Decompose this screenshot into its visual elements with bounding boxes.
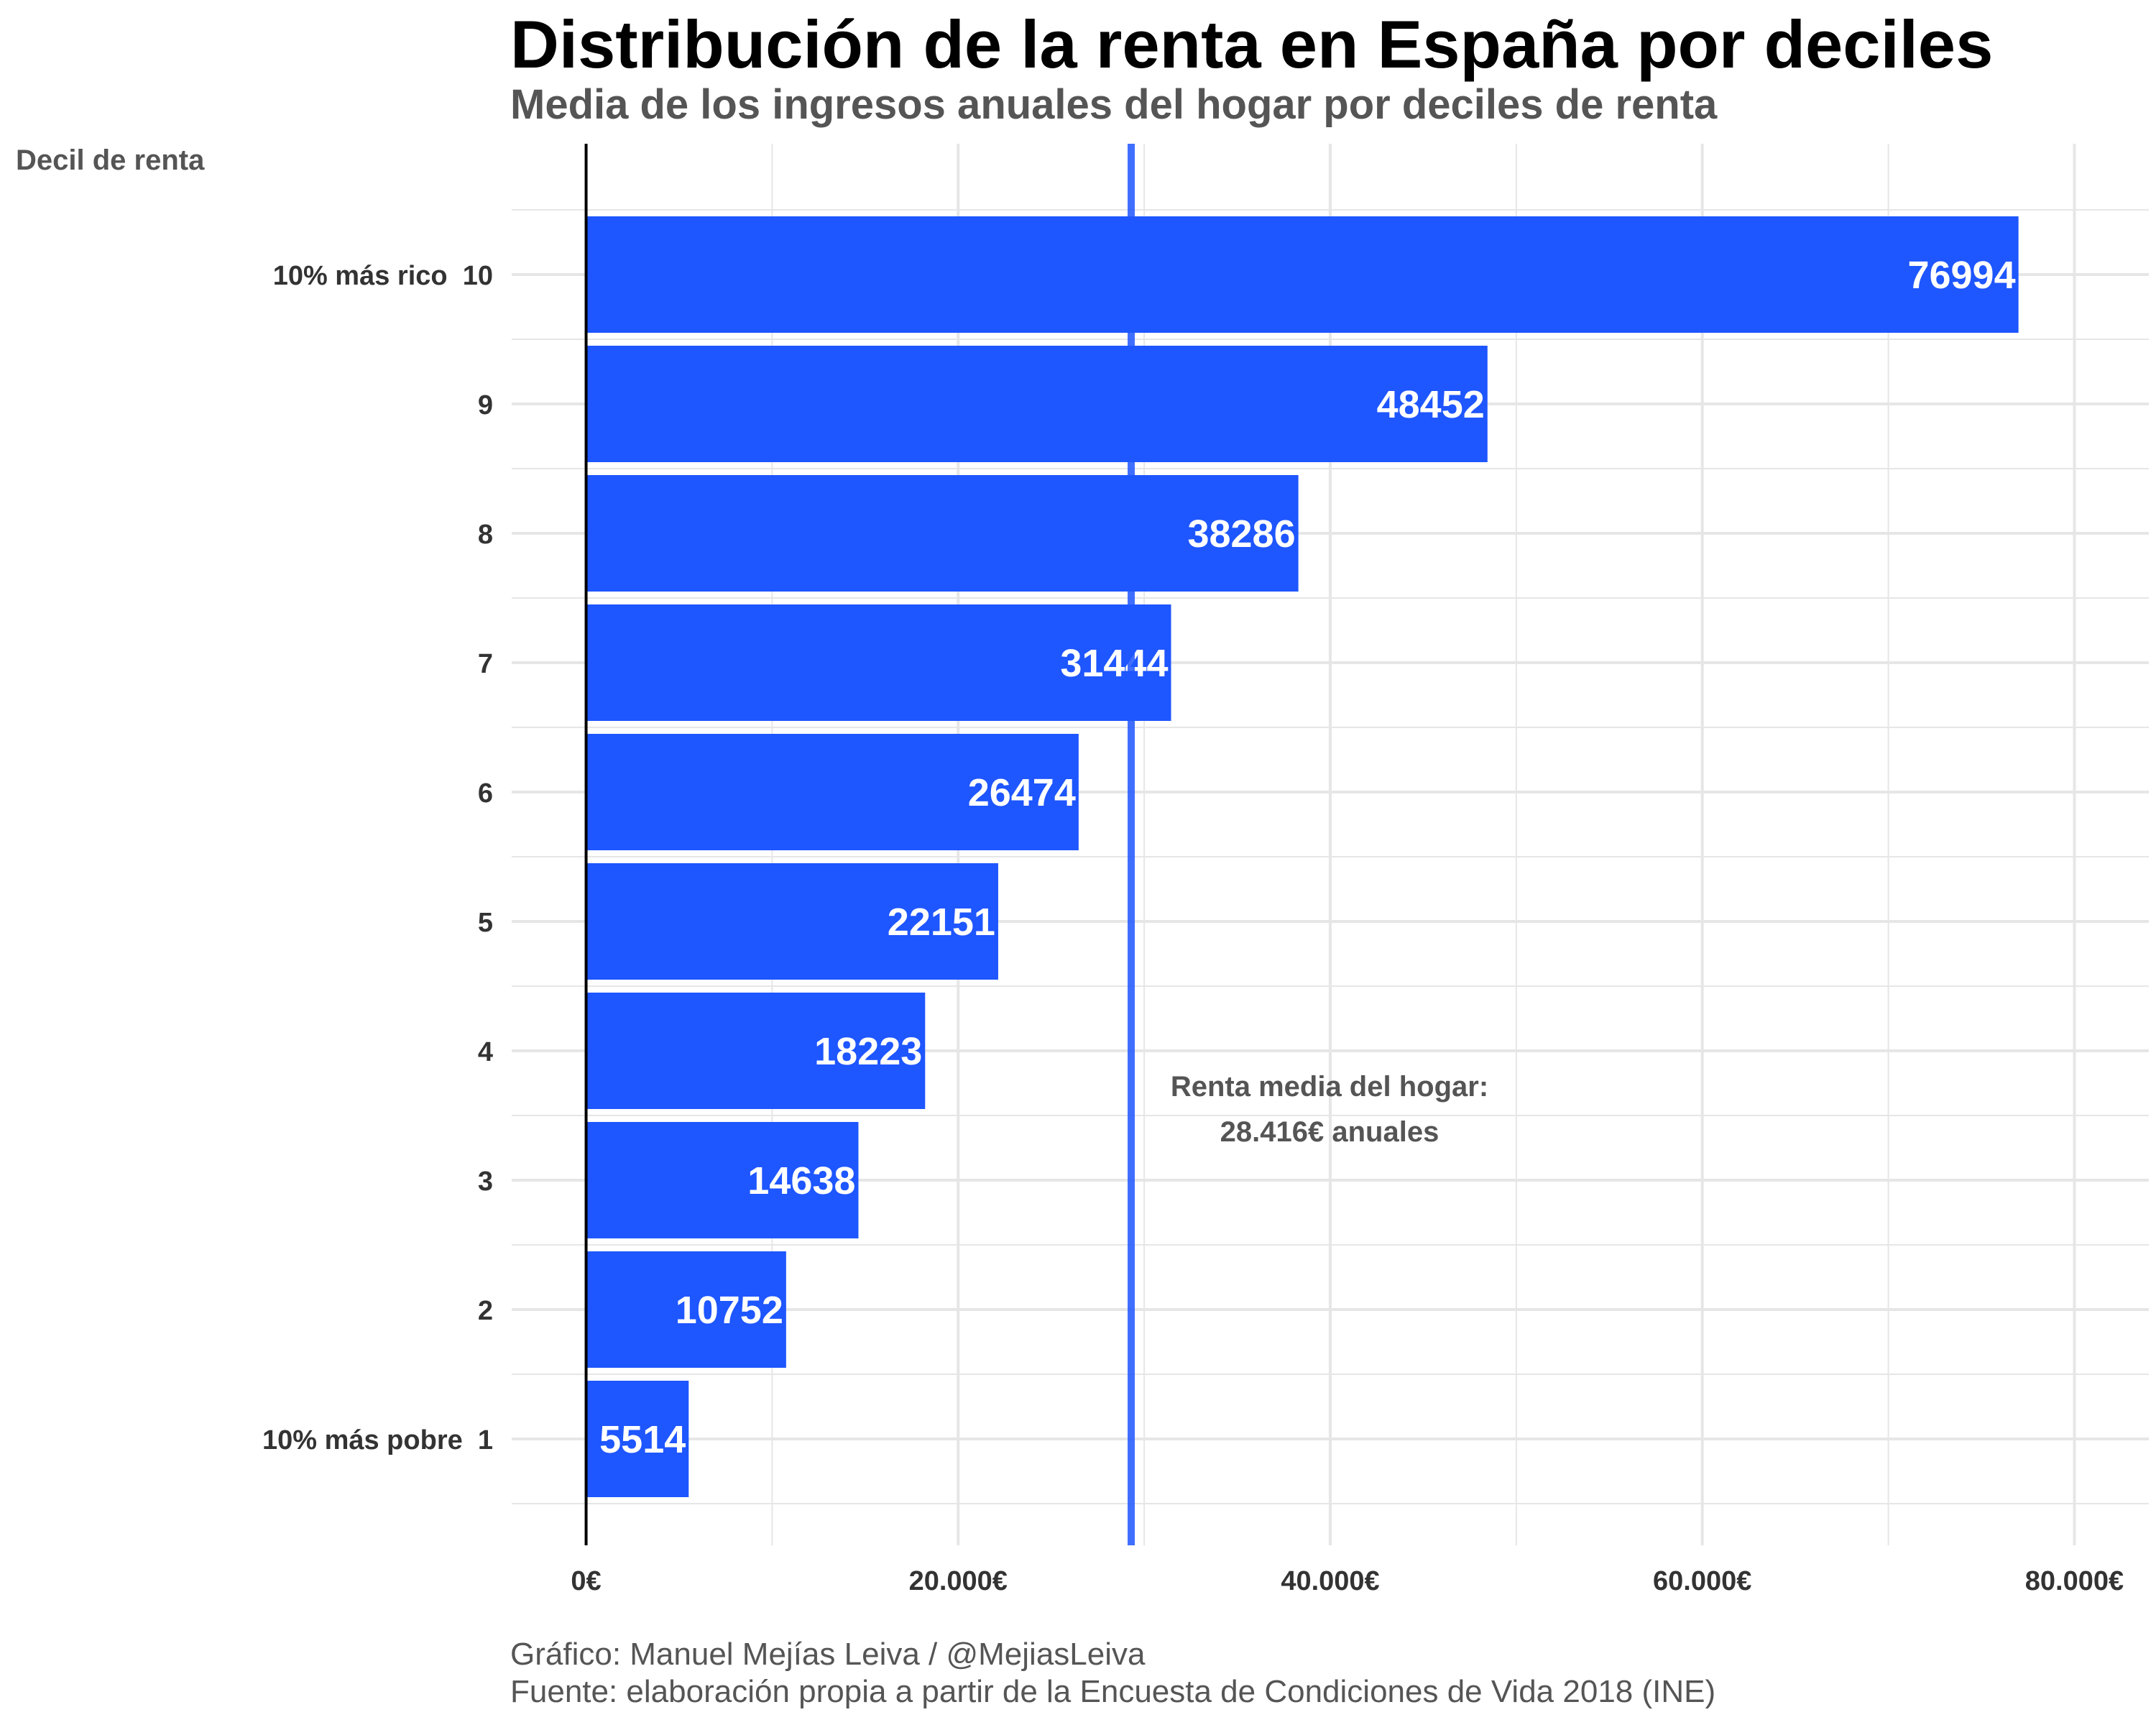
caption: Gráfico: Manuel Mejías Leiva / @MejiasLe… <box>510 1636 1715 1711</box>
caption-credit: Gráfico: Manuel Mejías Leiva / @MejiasLe… <box>510 1637 1146 1672</box>
bar <box>586 604 1171 721</box>
y-tick-label: 10% más rico 10 <box>273 261 493 291</box>
y-tick-label: 2 <box>478 1296 493 1326</box>
y-tick-label: 9 <box>478 390 493 420</box>
bar <box>586 346 1488 462</box>
reference-line-label: Renta media del hogar: <box>1171 1071 1488 1103</box>
y-tick-label: 7 <box>478 649 493 679</box>
bar <box>586 1122 859 1238</box>
bar-value-label: 26474 <box>968 771 1076 814</box>
bar-value-label: 76994 <box>1907 254 2015 297</box>
x-tick-label: 40.000€ <box>1281 1566 1379 1596</box>
bar-value-label: 22151 <box>888 901 995 944</box>
caption-source: Fuente: elaboración propia a partir de l… <box>510 1674 1716 1709</box>
y-tick-label: 8 <box>478 520 493 550</box>
bar <box>586 1381 689 1497</box>
bar-value-label: 31444 <box>1060 642 1168 685</box>
bar <box>586 734 1079 850</box>
bar-value-label: 14638 <box>747 1159 855 1202</box>
bar-value-label: 10752 <box>676 1289 783 1332</box>
bar <box>586 475 1299 592</box>
bar <box>586 216 2019 333</box>
y-tick-label: 6 <box>478 778 493 809</box>
reference-line-value-label: 28.416€ anuales <box>1220 1116 1439 1148</box>
y-tick-label: 3 <box>478 1167 493 1197</box>
x-tick-label: 0€ <box>571 1566 601 1596</box>
axes-layer: Renta media del hogar: 28.416€ anuales 10%… <box>262 144 2124 1596</box>
bar-value-label: 18223 <box>814 1030 922 1073</box>
x-tick-label: 80.000€ <box>2025 1566 2124 1596</box>
bar <box>586 993 926 1109</box>
chart-subtitle: Media de los ingresos anuales del hogar … <box>510 81 1718 128</box>
bar <box>586 863 998 980</box>
bar <box>586 1251 786 1368</box>
grid-layer <box>512 144 2149 1545</box>
y-axis-title: Decil de renta <box>16 144 205 176</box>
y-tick-label: 10% más pobre 1 <box>262 1425 493 1455</box>
bars-layer: 5514 10752 14638 18223 22151 26474 31444 38286 4… <box>586 216 2019 1497</box>
bar-value-label: 48452 <box>1377 383 1485 426</box>
y-tick-label: 4 <box>478 1037 493 1067</box>
bar-value-label: 38286 <box>1187 512 1295 556</box>
x-tick-label: 20.000€ <box>909 1566 1008 1596</box>
bar-value-label: 5514 <box>599 1418 686 1461</box>
y-tick-label: 5 <box>478 908 493 938</box>
chart-title: Distribución de la renta en España por d… <box>510 6 1994 82</box>
x-tick-label: 60.000€ <box>1653 1566 1751 1596</box>
